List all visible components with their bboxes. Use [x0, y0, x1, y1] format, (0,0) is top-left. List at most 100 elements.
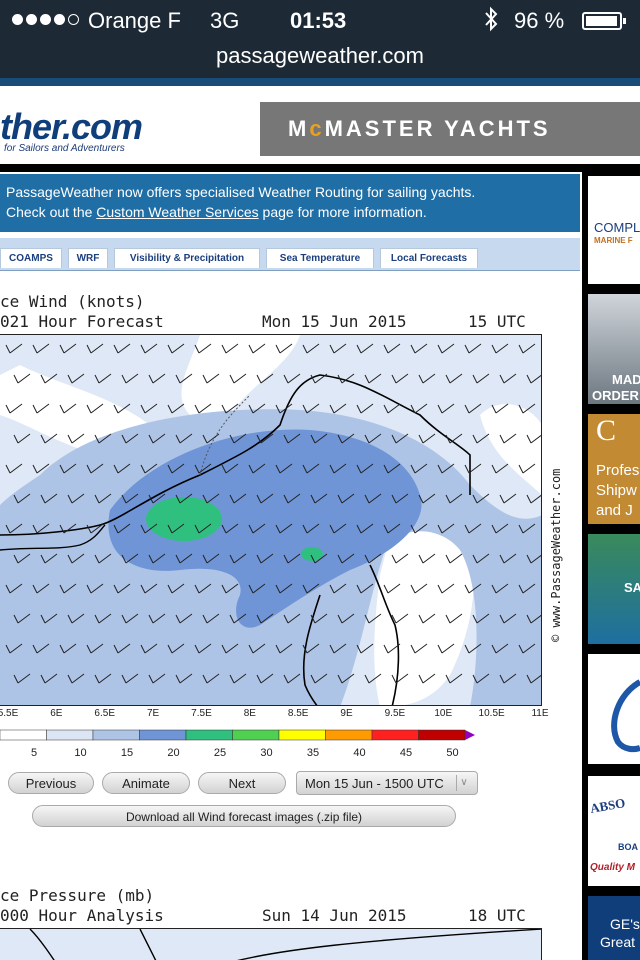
wind-barb	[140, 643, 158, 654]
battery-percent: 96 %	[514, 8, 565, 33]
wind-barb	[437, 463, 455, 474]
wind-barb	[418, 493, 436, 504]
wind-barb	[229, 373, 247, 384]
pressure-plot-time: 18 UTC	[468, 906, 526, 925]
wind-barb	[283, 613, 301, 624]
tab-wrf[interactable]: WRF	[68, 248, 108, 268]
colorbar-tick-label: 45	[400, 747, 412, 759]
wind-barb	[148, 553, 166, 564]
wind-barb	[256, 613, 274, 624]
ad-shipwrights[interactable]: C Profes Shipw and J	[588, 414, 640, 524]
wind-barb	[86, 643, 104, 654]
previous-button[interactable]: Previous	[8, 772, 94, 794]
next-button[interactable]: Next	[198, 772, 286, 794]
coastline	[369, 564, 400, 705]
wind-barb	[491, 343, 509, 354]
wind-barb	[356, 523, 374, 534]
site-tagline: for Sailors and Adventurers	[4, 143, 125, 154]
site-logo[interactable]: ther.com	[0, 106, 143, 147]
custom-weather-services-link[interactable]: Custom Weather Services	[96, 204, 259, 220]
wind-barb	[67, 373, 85, 384]
colorbar-segment	[325, 729, 373, 741]
x-tick-label: 9E	[340, 708, 353, 719]
ad-absolute-boats[interactable]: ABSO BOA Quality M	[588, 776, 640, 886]
download-wind-images-button[interactable]: Download all Wind forecast images (.zip …	[32, 805, 456, 827]
copyright-text: © www.PassageWeather.com	[549, 469, 563, 642]
sidebar-ads: COMPL MARINE F MAD ORDER C Profes Shipw …	[582, 172, 640, 960]
wind-barb	[472, 433, 490, 444]
ad-complete-marine[interactable]: COMPL MARINE F	[588, 176, 640, 284]
ad-logo[interactable]	[588, 654, 640, 764]
wind-barb	[410, 583, 428, 594]
colorbar-segment	[278, 729, 326, 741]
x-tick-label: 5.5E	[0, 708, 19, 719]
wind-barb	[499, 433, 517, 444]
animate-button[interactable]: Animate	[102, 772, 190, 794]
tab-coamps[interactable]: COAMPS	[0, 248, 62, 268]
wind-barb	[445, 613, 463, 624]
wind-barb	[256, 553, 274, 564]
address-bar[interactable]: passageweather.com	[0, 44, 640, 78]
wind-barb	[491, 583, 509, 594]
ad-yacht-sale[interactable]: SA	[588, 534, 640, 644]
wind-barb	[5, 343, 23, 354]
wind-barb	[175, 433, 193, 444]
colorbar-tick-label: 40	[353, 747, 365, 759]
wind-barb	[337, 373, 355, 384]
x-tick-label: 6E	[50, 708, 63, 719]
coastline	[0, 524, 106, 551]
wind-barb	[445, 493, 463, 504]
wind-barb	[167, 643, 185, 654]
wind-barb	[140, 343, 158, 354]
wind-barb	[383, 523, 401, 534]
site-header: ther.com for Sailors and Adventurers McM…	[0, 86, 640, 166]
wind-barb	[310, 553, 328, 564]
wind-barb	[248, 523, 266, 534]
wind-barb	[410, 643, 428, 654]
wind-barb	[518, 643, 536, 654]
wind-barb	[86, 343, 104, 354]
wind-barb	[113, 643, 131, 654]
tab-visibility-precipitation[interactable]: Visibility & Precipitation	[114, 248, 260, 268]
wind-barb	[310, 373, 328, 384]
wind-barb	[356, 403, 374, 414]
forecast-time-select[interactable]: Mon 15 Jun - 1500 UTC ∨	[296, 771, 478, 795]
wind-barb	[94, 433, 112, 444]
calm-area	[374, 522, 474, 705]
ad-made-to-order[interactable]: MAD ORDER	[588, 294, 640, 404]
colorbar-segment	[46, 729, 94, 741]
wind-barb	[256, 433, 274, 444]
x-tick-label: 8.5E	[287, 708, 309, 719]
wind-barb	[248, 463, 266, 474]
wind-barb	[445, 373, 463, 384]
colorbar-tick-label: 35	[307, 747, 319, 759]
wind-barb	[94, 613, 112, 624]
wind-barb	[221, 643, 239, 654]
forecast-tabs: COAMPS WRF Visibility & Precipitation Se…	[0, 238, 580, 271]
tab-local-forecasts[interactable]: Local Forecasts	[380, 248, 478, 268]
wind-barb	[202, 613, 220, 624]
wind-barb	[194, 583, 212, 594]
wind-barb	[518, 343, 536, 354]
colorbar-svg: 5 10 15 20 25 30 35 40 45 50	[0, 729, 475, 759]
colorbar-tick-label: 25	[214, 747, 226, 759]
wind-barb	[121, 673, 139, 684]
wind-barb	[364, 493, 382, 504]
wind-barb	[59, 463, 77, 474]
ad-ge[interactable]: GE's Great	[588, 896, 640, 960]
wind-barb	[437, 643, 455, 654]
wind-barb	[310, 433, 328, 444]
wind-barb	[94, 493, 112, 504]
wind-barb	[329, 463, 347, 474]
wind-barb	[140, 523, 158, 534]
wind-barb	[418, 553, 436, 564]
wind-barb	[364, 433, 382, 444]
wind-barb	[337, 553, 355, 564]
clock: 01:53	[290, 8, 347, 33]
wind-barb	[167, 463, 185, 474]
wind-barb	[283, 433, 301, 444]
wind-barb	[472, 553, 490, 564]
wind-barb	[329, 343, 347, 354]
tab-sea-temperature[interactable]: Sea Temperature	[266, 248, 374, 268]
mcmaster-yachts-banner-ad[interactable]: McMASTER YACHTS	[260, 102, 640, 156]
